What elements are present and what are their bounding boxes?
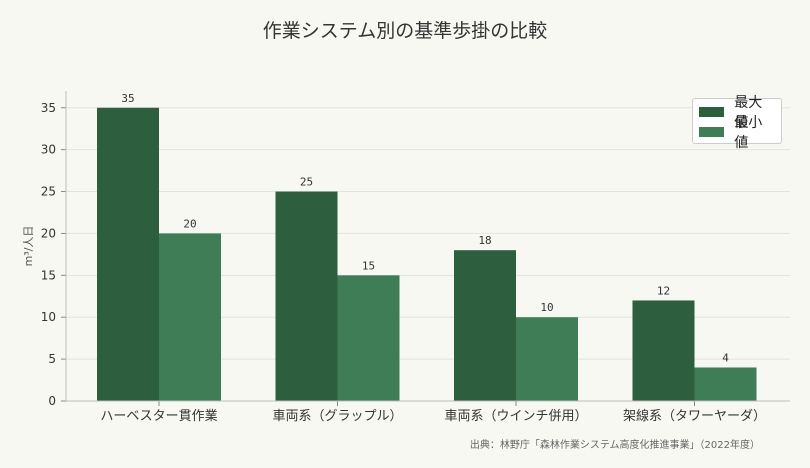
data-label: 35 [121, 92, 134, 105]
x-tick-label: 架線系（タワーヤーダ） [623, 408, 766, 424]
y-tick-label: 10 [41, 310, 56, 324]
bar-min [516, 317, 578, 401]
y-tick-label: 15 [41, 268, 56, 282]
y-tick-label: 0 [48, 394, 56, 408]
y-tick-label: 25 [41, 185, 56, 199]
bar-min [337, 275, 400, 401]
bars [97, 107, 757, 401]
legend-swatch-min [699, 127, 725, 137]
bar-max [632, 300, 695, 401]
y-tick-label: 30 [41, 143, 56, 157]
data-label: 4 [722, 351, 729, 364]
y-axis-label: m³/人日 [22, 226, 35, 267]
legend-item-min: 最小値 [699, 115, 775, 151]
x-tick-label: 車両系（ウインチ併用） [444, 409, 587, 424]
y-tick-label: 35 [41, 101, 56, 115]
bar-max [275, 191, 338, 401]
y-tick-label: 20 [41, 226, 56, 240]
data-label: 20 [183, 217, 196, 230]
legend: 最大値 最小値 [692, 95, 782, 151]
legend-label-min: 最小値 [734, 115, 763, 151]
bar-max [454, 250, 516, 401]
x-ticks: ハーベスター貫作業 車両系（グラップル） 車両系（ウインチ併用） 架線系（タワーヤーダ… [100, 401, 766, 424]
y-ticks: 0 5 10 15 20 25 30 35 [41, 101, 66, 408]
legend-swatch-max [699, 107, 725, 117]
bar-min [694, 367, 757, 401]
data-label: 12 [657, 284, 670, 297]
data-label: 18 [478, 234, 491, 247]
y-tick-label: 5 [48, 352, 56, 366]
x-tick-label: ハーベスター貫作業 [100, 408, 217, 424]
data-label: 10 [540, 301, 553, 314]
source-note: 出典：林野庁「森林作業システム高度化推進事業」（2022年度） [469, 440, 760, 451]
legend-label-max: 最大値 [734, 95, 763, 131]
data-labels: 35 20 25 15 18 10 12 4 [121, 92, 729, 365]
data-label: 25 [300, 176, 313, 189]
chart-title: 作業システム別の基準歩掛の比較 [262, 20, 548, 42]
data-label: 15 [362, 259, 375, 272]
bar-min [159, 233, 221, 401]
bar-max [97, 107, 159, 401]
x-tick-label: 車両系（グラップル） [272, 409, 402, 424]
legend-item-max: 最大値 [699, 95, 775, 131]
